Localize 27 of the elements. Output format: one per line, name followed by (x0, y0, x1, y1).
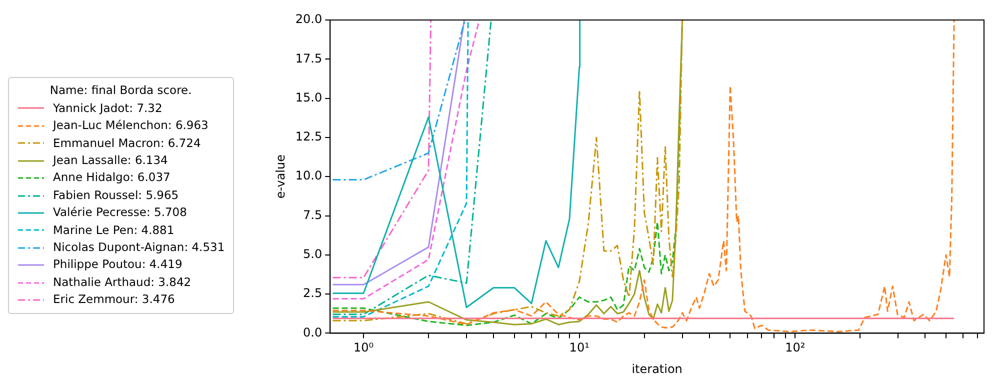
legend-label: Emmanuel Macron: 6.724 (53, 134, 201, 152)
y-tick-label: 7.5 (303, 208, 322, 222)
legend-label: Nathalie Arthaud: 3.842 (53, 274, 192, 291)
y-axis-title: e-value (273, 154, 288, 199)
legend-label: Yannick Jadot: 7.32 (53, 100, 162, 117)
legend-label: Philippe Poutou: 4.419 (53, 256, 182, 274)
legend-title: Name: final Borda score. (48, 82, 193, 100)
legend-label: Jean-Luc Mélenchon: 6.963 (53, 117, 208, 134)
y-tick-label: 12.5 (295, 130, 322, 144)
y-tick-label: 5.0 (303, 247, 322, 262)
y-tick-label: 15.0 (295, 90, 322, 104)
legend-label: Fabien Roussel: 5.965 (53, 186, 179, 204)
legend-label: Marine Le Pen: 4.881 (53, 222, 174, 239)
x-tick-label: 10⁰ (354, 340, 374, 355)
y-tick-label: 0.0 (303, 325, 322, 340)
legend-label: Eric Zemmour: 3.476 (53, 291, 175, 308)
legend-label: Jean Lassalle: 6.134 (53, 152, 168, 169)
x-axis-title: iteration (632, 362, 682, 376)
legend-label: Anne Hidalgo: 6.037 (53, 169, 170, 186)
y-tick-label: 17.5 (295, 51, 322, 66)
legend-label: Valérie Pecresse: 5.708 (53, 204, 187, 222)
y-tick-label: 2.5 (303, 286, 322, 300)
y-tick-label: 10.0 (295, 168, 322, 183)
x-tick-label: 10¹ (569, 340, 590, 355)
y-tick-label: 20.0 (295, 12, 322, 26)
x-tick-label: 10² (785, 340, 806, 355)
legend-label: Nicolas Dupont-Aignan: 4.531 (53, 239, 225, 256)
